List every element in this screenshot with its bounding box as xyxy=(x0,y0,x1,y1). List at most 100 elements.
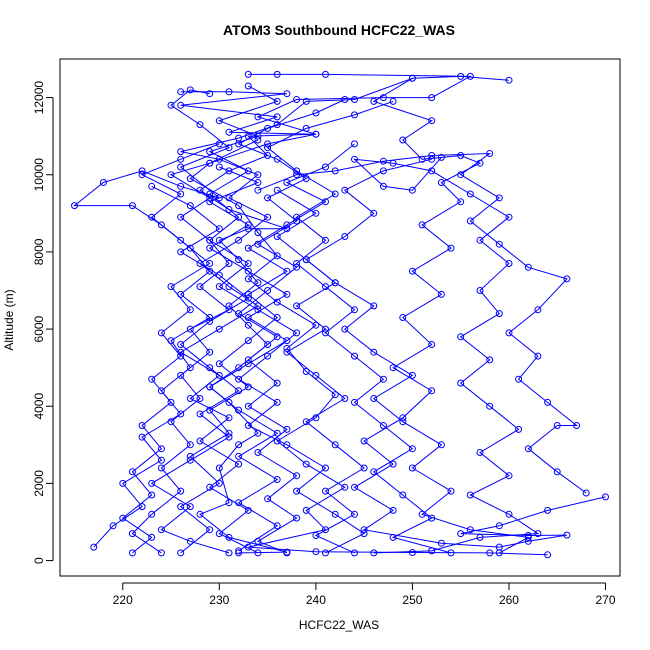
data-point xyxy=(312,532,320,539)
data-point xyxy=(206,526,214,534)
data-point xyxy=(293,96,301,103)
y-tick-label: 12000 xyxy=(32,81,46,115)
data-point xyxy=(244,82,252,90)
data-point xyxy=(495,522,503,530)
data-point xyxy=(128,549,136,557)
data-point xyxy=(351,155,358,163)
data-point xyxy=(225,499,233,507)
data-point xyxy=(370,549,378,557)
x-tick-label: 250 xyxy=(402,593,422,607)
data-point xyxy=(138,433,146,441)
data-point xyxy=(273,97,281,105)
data-point xyxy=(157,445,165,453)
data-point xyxy=(264,144,272,152)
data-point xyxy=(71,202,78,210)
series-11 xyxy=(167,136,368,557)
data-point xyxy=(148,213,156,221)
data-point xyxy=(283,90,291,98)
data-point xyxy=(215,140,223,148)
data-point xyxy=(399,136,407,144)
data-point xyxy=(351,96,358,103)
data-point xyxy=(177,213,185,221)
data-point xyxy=(322,70,329,78)
data-point xyxy=(186,86,194,94)
data-point xyxy=(225,549,233,557)
data-point xyxy=(157,464,165,472)
data-point xyxy=(428,341,436,348)
data-point xyxy=(196,260,204,267)
data-point xyxy=(360,526,368,534)
x-tick-label: 230 xyxy=(209,593,229,607)
data-point xyxy=(505,329,513,337)
data-point xyxy=(331,190,339,198)
data-point xyxy=(495,310,503,318)
data-point xyxy=(524,445,532,453)
y-tick-label: 0 xyxy=(32,557,46,564)
data-point xyxy=(486,150,494,157)
data-point xyxy=(215,283,223,291)
data-point xyxy=(119,514,127,522)
data-point xyxy=(235,140,243,148)
data-point xyxy=(322,329,329,337)
data-point xyxy=(215,194,223,202)
data-point xyxy=(244,225,252,233)
data-point xyxy=(322,236,329,244)
data-point xyxy=(322,163,329,171)
data-point xyxy=(273,429,281,437)
data-point xyxy=(244,167,252,175)
data-point xyxy=(351,111,358,119)
data-point xyxy=(466,526,474,534)
data-point xyxy=(457,333,465,341)
data-point xyxy=(196,395,204,402)
data-point xyxy=(273,70,281,78)
data-point xyxy=(399,491,407,499)
series-8 xyxy=(254,150,590,497)
data-point xyxy=(264,194,272,202)
series-2 xyxy=(177,88,552,559)
series-line xyxy=(353,157,540,554)
data-point xyxy=(505,260,513,267)
data-point xyxy=(351,549,358,557)
data-point xyxy=(331,510,339,518)
data-point xyxy=(505,510,513,518)
y-tick-label: 4000 xyxy=(32,393,46,420)
data-point xyxy=(370,97,378,105)
data-point xyxy=(264,124,272,132)
data-point xyxy=(476,449,484,456)
data-point xyxy=(235,236,243,244)
data-point xyxy=(322,526,329,534)
data-point xyxy=(177,410,185,418)
data-point xyxy=(322,325,329,333)
data-point xyxy=(128,530,136,538)
data-point xyxy=(312,371,320,379)
data-point xyxy=(206,159,214,167)
data-point xyxy=(408,371,416,379)
data-point xyxy=(408,267,416,275)
data-point xyxy=(254,449,262,456)
data-point xyxy=(235,441,243,449)
data-point xyxy=(235,310,243,318)
data-point xyxy=(428,117,436,125)
data-point xyxy=(177,487,185,495)
data-point xyxy=(196,510,204,518)
data-point xyxy=(235,387,243,395)
data-point xyxy=(206,194,214,202)
series-layer xyxy=(71,70,609,559)
data-point xyxy=(457,72,465,80)
data-point xyxy=(215,163,223,171)
series-line xyxy=(353,75,606,548)
data-point xyxy=(351,398,358,406)
data-point xyxy=(264,352,272,360)
data-point xyxy=(206,198,214,206)
data-point xyxy=(186,364,194,372)
data-point xyxy=(476,287,484,294)
data-point xyxy=(408,464,416,472)
data-point xyxy=(293,472,301,480)
data-point xyxy=(544,398,552,406)
data-point xyxy=(225,260,233,267)
x-tick-label: 260 xyxy=(499,593,519,607)
x-tick-label: 240 xyxy=(306,593,326,607)
data-point xyxy=(495,194,503,202)
data-point xyxy=(244,356,252,364)
data-point xyxy=(186,395,194,402)
